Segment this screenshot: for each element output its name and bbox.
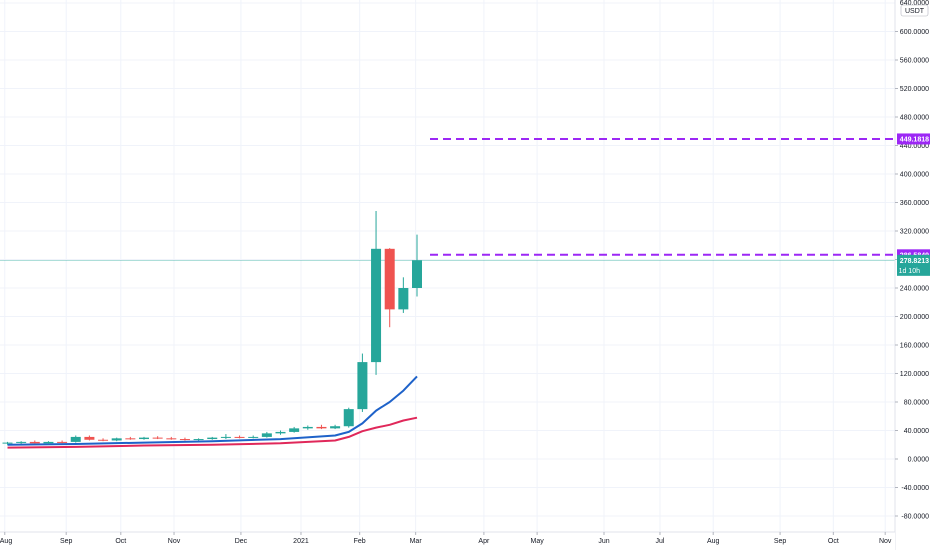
price-tick-label: 640.0000 (900, 0, 929, 7)
price-tick-label: 0.0000 (908, 457, 930, 464)
price-tick-label: 160.0000 (900, 343, 929, 350)
time-tick-label: Dec (235, 538, 248, 545)
moving-averages (0, 260, 895, 449)
bar-countdown-label: 1d 10h (899, 268, 921, 275)
time-tick-label: Jul (655, 538, 664, 545)
time-tick-label: Jun (598, 538, 609, 545)
candle-body (70, 436, 81, 442)
candle-body (84, 436, 95, 440)
price-tick-label: 560.0000 (900, 58, 929, 65)
time-tick-label: Oct (828, 538, 839, 545)
candle-body (343, 409, 354, 427)
last-price-badge (897, 254, 930, 276)
moving-average-line (7, 416, 418, 449)
time-tick-label: May (531, 538, 545, 545)
candle-body (193, 439, 204, 441)
candle-body (166, 438, 177, 440)
price-tick-label: 440.0000 (900, 143, 929, 150)
candle-body (289, 428, 300, 432)
candle-body (179, 439, 190, 441)
price-tick-label: 200.0000 (900, 314, 929, 321)
candle-body (357, 362, 368, 410)
time-tick-label: Aug (707, 538, 720, 545)
time-tick-label: Sep (774, 538, 787, 545)
price-tick-label: 520.0000 (900, 86, 929, 93)
candle-body (125, 438, 136, 440)
price-tick-label: 360.0000 (900, 200, 929, 207)
candle-body (248, 436, 259, 438)
candle-body (412, 260, 422, 288)
candle-body (371, 248, 382, 363)
grid (0, 0, 895, 532)
candle-body (398, 288, 409, 310)
candles (2, 211, 422, 445)
time-tick-label: Apr (478, 538, 490, 545)
level-price-badge (897, 249, 930, 261)
price-tick-label: 320.0000 (900, 229, 929, 236)
time-axis[interactable]: Aug Sep Oct Nov Dec 2021 Feb Mar Apr May Jun Jul Aug… (0, 531, 895, 550)
candle-body (29, 441, 40, 444)
time-tick-label: Feb (354, 538, 366, 545)
candle-body (275, 431, 286, 434)
level-price-label: 449.1818 (900, 136, 929, 143)
time-axis-bg (0, 532, 895, 550)
candle-body (220, 436, 231, 438)
price-tick-label: -80.0000 (901, 514, 929, 521)
quote-unit-badge[interactable] (900, 4, 929, 17)
candle-body (98, 439, 109, 441)
candle-body (316, 426, 327, 429)
last-price-label: 278.8213 (900, 258, 929, 265)
time-tick-label: Sep (60, 538, 73, 545)
candle-body (207, 437, 218, 440)
time-tick-label: 2021 (293, 538, 309, 545)
horizontal-levels[interactable] (430, 137, 895, 256)
price-tick-label: 120.0000 (900, 371, 929, 378)
price-tick-label: -40.0000 (901, 485, 929, 492)
price-tick-label: 600.0000 (900, 29, 929, 36)
price-tick-label: 480.0000 (900, 115, 929, 122)
candle-body (2, 442, 13, 444)
candle-body (152, 437, 163, 439)
price-tick-label: 240.0000 (900, 286, 929, 293)
time-tick-label: Mar (410, 538, 423, 545)
price-tick-label: 80.0000 (904, 400, 929, 407)
time-tick-label: Nov (168, 538, 181, 545)
candle-body (16, 441, 27, 443)
candle-body (261, 433, 272, 437)
time-tick-label: Nov (879, 538, 892, 545)
candle-body (330, 426, 341, 429)
time-tick-label: Oct (115, 538, 126, 545)
candle-body (43, 441, 54, 444)
moving-average-line (7, 375, 418, 446)
level-price-badge (897, 133, 930, 145)
price-tick-label: 40.0000 (904, 428, 929, 435)
quote-unit-label: USDT (905, 8, 925, 15)
candle-body (57, 441, 68, 443)
candle-body (302, 426, 313, 429)
candle-body (234, 436, 245, 438)
price-axis[interactable]: 600.0000 560.0000 520.0000 480.0000 440.0000… (894, 0, 932, 550)
time-tick-label: Aug (0, 538, 12, 545)
candle-body (384, 248, 395, 310)
candle-body (139, 437, 149, 440)
candle-body (111, 438, 122, 441)
price-tick-label: 400.0000 (900, 172, 929, 179)
